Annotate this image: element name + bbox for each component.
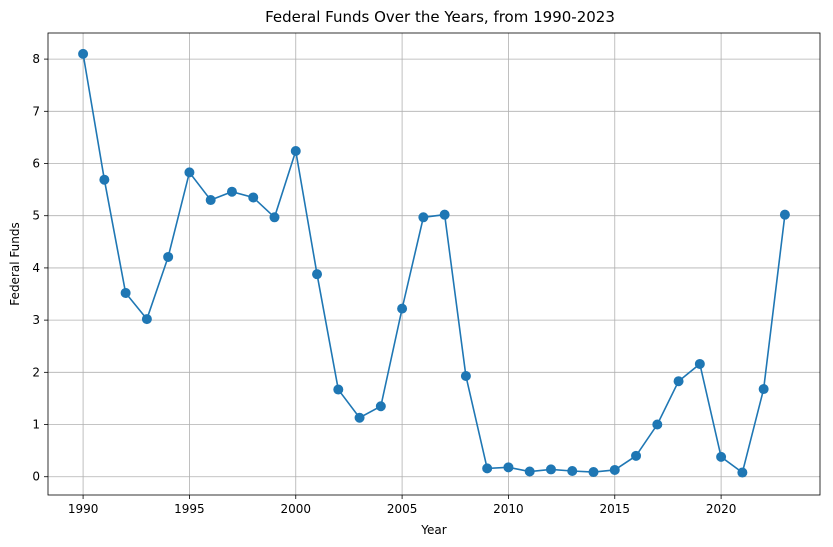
data-point (460, 370, 471, 381)
y-axis-label: Federal Funds (8, 222, 22, 305)
y-tick-label: 5 (32, 209, 40, 223)
data-point (631, 450, 642, 461)
x-tick-label: 1995 (174, 502, 205, 516)
data-point (673, 376, 684, 387)
x-tick-label: 2000 (280, 502, 311, 516)
data-point (354, 412, 365, 423)
data-point (184, 167, 195, 178)
data-point (545, 464, 556, 475)
data-point (141, 314, 152, 325)
data-point (269, 212, 280, 223)
data-point (333, 384, 344, 395)
x-tick-label: 2005 (387, 502, 418, 516)
data-point (779, 209, 790, 220)
data-point (312, 269, 323, 280)
data-point (439, 209, 450, 220)
data-point (737, 467, 748, 478)
series-federal-funds (78, 48, 790, 478)
y-tick-label: 1 (32, 418, 40, 432)
x-tick-label: 2020 (706, 502, 737, 516)
data-point (524, 466, 535, 477)
y-tick-label: 8 (32, 52, 40, 66)
data-point (588, 467, 599, 478)
y-tick-label: 2 (32, 365, 40, 379)
x-tick-label: 1990 (68, 502, 99, 516)
x-tick-label: 2015 (599, 502, 630, 516)
data-point (758, 384, 769, 395)
data-point (716, 451, 727, 462)
data-point (609, 464, 620, 475)
x-tick-label: 2010 (493, 502, 524, 516)
data-point (78, 48, 89, 59)
chart-title: Federal Funds Over the Years, from 1990-… (265, 8, 615, 26)
y-axis: 0 1 2 3 4 5 6 7 8 (32, 52, 48, 484)
data-point (567, 465, 578, 476)
y-tick-label: 3 (32, 313, 40, 327)
data-point (99, 174, 110, 185)
data-point (290, 145, 301, 156)
y-tick-label: 7 (32, 104, 40, 118)
data-point (226, 186, 237, 197)
y-tick-label: 4 (32, 261, 40, 275)
y-tick-label: 6 (32, 157, 40, 171)
data-point (652, 419, 663, 430)
plot-frame (47, 32, 821, 496)
data-point (248, 192, 259, 203)
data-point (503, 462, 514, 473)
data-point (120, 287, 131, 298)
x-axis-label: Year (420, 523, 446, 537)
data-point (418, 212, 429, 223)
series-line (82, 53, 786, 474)
data-point (205, 195, 216, 206)
grid (48, 33, 820, 495)
data-point (397, 303, 408, 314)
data-point (694, 358, 705, 369)
x-axis: 1990 1995 2000 2005 2010 2015 2020 (68, 495, 737, 516)
data-point (375, 401, 386, 412)
data-point (482, 463, 493, 474)
y-tick-label: 0 (32, 470, 40, 484)
data-point (163, 251, 174, 262)
